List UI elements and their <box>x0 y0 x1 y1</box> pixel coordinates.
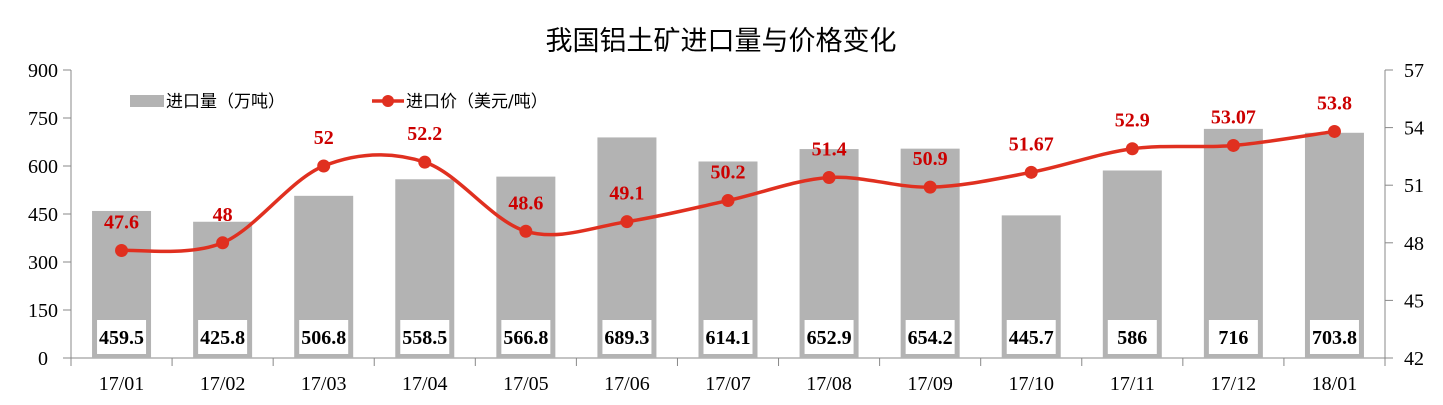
price-marker <box>1125 142 1139 156</box>
price-marker <box>923 180 937 194</box>
bar-label-box <box>1107 320 1157 354</box>
chart-title: 我国铝土矿进口量与价格变化 <box>546 26 897 57</box>
bar-value-label: 459.5 <box>99 327 144 349</box>
legend-label-bar: 进口量（万吨） <box>166 92 285 112</box>
bar-label-box <box>299 320 349 354</box>
bar-label-box <box>97 320 147 354</box>
bar-value-label: 425.8 <box>200 327 245 349</box>
x-tick-label: 17/03 <box>301 373 347 395</box>
price-value-label: 47.6 <box>104 211 139 233</box>
price-marker <box>1024 165 1038 179</box>
price-value-label: 51.4 <box>812 139 847 161</box>
bar-label-box <box>804 320 854 354</box>
price-marker <box>1327 124 1341 138</box>
bar-label-box <box>501 320 551 354</box>
price-marker <box>1226 138 1240 152</box>
price-marker <box>620 215 634 229</box>
bar-value-label: 614.1 <box>706 327 751 349</box>
bar-label-box <box>1208 320 1258 354</box>
right-tick-label: 54 <box>1404 118 1424 140</box>
left-tick-label: 150 <box>28 300 58 322</box>
price-value-label: 48 <box>213 204 233 226</box>
right-tick-label: 51 <box>1404 175 1424 197</box>
x-tick-label: 17/12 <box>1211 373 1257 395</box>
bar-label-box <box>703 320 753 354</box>
price-marker <box>822 171 836 185</box>
left-tick-label: 750 <box>28 108 58 130</box>
left-tick-label: 300 <box>28 252 58 274</box>
bar-value-label: 445.7 <box>1009 327 1054 349</box>
legend-label-line: 进口价（美元/吨） <box>406 92 548 112</box>
bar-label-box <box>1309 320 1359 354</box>
right-tick-label: 48 <box>1404 233 1424 255</box>
price-value-label: 50.2 <box>711 162 746 184</box>
x-tick-label: 17/08 <box>806 373 852 395</box>
price-value-label: 49.1 <box>609 183 644 205</box>
x-tick-label: 17/01 <box>99 373 145 395</box>
bar-value-label: 716 <box>1218 327 1248 349</box>
bar <box>1203 128 1263 358</box>
price-marker <box>115 243 129 257</box>
bar-label-box <box>198 320 248 354</box>
price-value-label: 52.9 <box>1115 110 1150 132</box>
price-value-label: 50.9 <box>913 148 948 170</box>
price-marker <box>721 194 735 208</box>
x-tick-label: 17/10 <box>1008 373 1054 395</box>
right-tick-label: 42 <box>1404 348 1424 370</box>
price-marker <box>216 236 230 250</box>
bar-value-label: 506.8 <box>301 327 346 349</box>
bar-label-box <box>602 320 652 354</box>
bar-value-label: 689.3 <box>604 327 649 349</box>
legend-swatch-bar <box>130 95 164 107</box>
legend-swatch-marker <box>382 95 394 107</box>
right-tick-label: 57 <box>1404 60 1424 82</box>
price-marker <box>418 155 432 169</box>
x-tick-label: 17/11 <box>1110 373 1155 395</box>
left-tick-label: 600 <box>28 156 58 178</box>
bar-label-box <box>400 320 450 354</box>
bar-value-label: 654.2 <box>908 327 953 349</box>
bar-value-label: 703.8 <box>1312 327 1357 349</box>
bar-label-box <box>1006 320 1056 354</box>
bar-value-label: 566.8 <box>503 327 548 349</box>
bar-value-label: 586 <box>1117 327 1147 349</box>
price-value-label: 51.67 <box>1009 133 1054 155</box>
price-value-label: 52.2 <box>407 123 442 145</box>
x-tick-label: 17/07 <box>705 373 751 395</box>
legend: 进口量（万吨） 进口价（美元/吨） <box>130 92 548 112</box>
left-tick-label: 900 <box>28 60 58 82</box>
price-marker <box>519 224 533 238</box>
right-tick-label: 45 <box>1404 290 1424 312</box>
x-tick-label: 17/09 <box>907 373 953 395</box>
x-tick-label: 17/04 <box>402 373 448 395</box>
price-marker <box>317 159 331 173</box>
left-tick-label: 0 <box>38 348 48 370</box>
bar-value-label: 558.5 <box>402 327 447 349</box>
price-value-label: 52 <box>314 127 334 149</box>
price-value-label: 53.07 <box>1211 106 1256 128</box>
price-value-label: 53.8 <box>1317 92 1352 114</box>
x-tick-label: 17/05 <box>503 373 549 395</box>
left-tick-label: 450 <box>28 204 58 226</box>
bar-label-box <box>905 320 955 354</box>
bar-value-label: 652.9 <box>807 327 852 349</box>
x-tick-label: 17/02 <box>200 373 246 395</box>
x-tick-label: 17/06 <box>604 373 650 395</box>
price-value-label: 48.6 <box>508 192 543 214</box>
x-tick-label: 18/01 <box>1312 373 1358 395</box>
